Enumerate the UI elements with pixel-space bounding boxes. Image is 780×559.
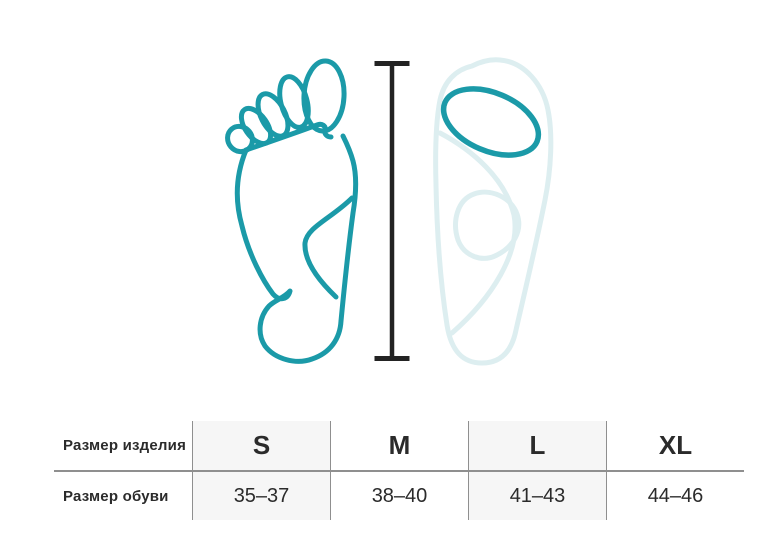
size-cell-l: L xyxy=(468,421,606,470)
shoe-size-label: Размер обуви xyxy=(54,470,192,520)
shoe-size-cell-m: 38–40 xyxy=(330,470,468,520)
foot-icon xyxy=(225,58,359,364)
size-cell-s: S xyxy=(192,421,330,470)
product-size-label: Размер изделия xyxy=(63,437,187,454)
size-cell-m: M xyxy=(330,421,468,470)
shoe-size-cell-xl: 44–46 xyxy=(606,470,744,520)
shoe-size-cell-l: 41–43 xyxy=(468,470,606,520)
insole-pad-icon xyxy=(440,86,542,158)
ruler-icon xyxy=(374,61,410,361)
illustration xyxy=(225,57,554,366)
size-table: Размер изделия S M L XL Размер обуви 35–… xyxy=(54,421,744,520)
size-cell-xl: XL xyxy=(606,421,744,470)
insole-icon xyxy=(433,57,554,366)
shoe-size-cell-s: 35–37 xyxy=(192,470,330,520)
